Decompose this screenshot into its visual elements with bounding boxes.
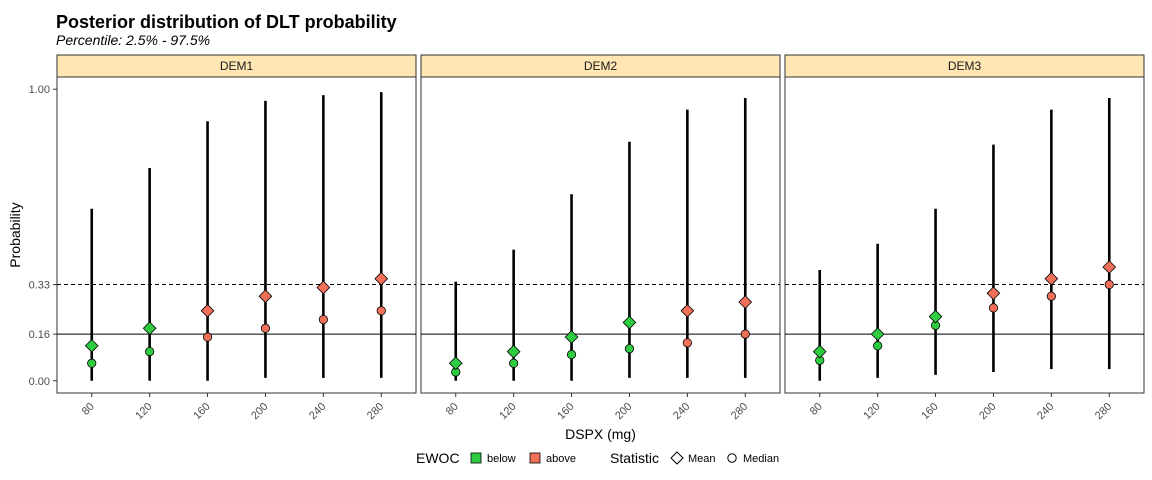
mean-point <box>986 286 1001 301</box>
legend-key-above <box>529 452 541 464</box>
mean-point <box>680 303 695 318</box>
mean-point <box>84 338 99 353</box>
legend-key-below <box>470 452 482 464</box>
mean-point <box>1102 260 1117 274</box>
mean-point <box>928 309 943 324</box>
chart-title: Posterior distribution of DLT probabilit… <box>56 12 397 32</box>
panel-dem1: DEM1 80 120 160 200 240 280 <box>56 54 417 422</box>
y-axis-label: Probability <box>7 202 23 267</box>
panel-dem3: DEM3 80 120 160 200 240 280 <box>784 54 1145 422</box>
legend-title-statistic: Statistic <box>610 450 659 466</box>
x-tick-label: 240 <box>307 401 328 422</box>
mean-point <box>374 271 389 286</box>
median-point <box>624 344 635 354</box>
legend-key-mean <box>670 451 684 465</box>
panel-border <box>420 76 781 394</box>
mean-point <box>564 330 579 344</box>
median-point <box>376 306 386 316</box>
x-axis-label: DSPX (mg) <box>565 426 636 442</box>
legend-label-median: Median <box>743 453 779 465</box>
panel-border <box>784 76 1145 394</box>
x-tick-label: 280 <box>729 401 750 422</box>
x-tick-label: 160 <box>191 401 212 422</box>
median-point <box>318 314 328 325</box>
mean-point <box>142 321 157 336</box>
y-tick-label: 0.16 <box>29 329 50 341</box>
mean-point <box>448 356 463 371</box>
median-point <box>988 303 999 313</box>
x-tick-label: 160 <box>919 401 940 422</box>
median-point <box>509 358 519 368</box>
x-tick-label: 240 <box>1035 401 1056 422</box>
mean-point <box>738 295 753 309</box>
x-tick-label: 240 <box>671 401 692 422</box>
legend-label-above: above <box>546 453 576 465</box>
facet-label: DEM3 <box>948 59 982 73</box>
median-point <box>873 341 883 351</box>
x-tick-label: 80 <box>444 401 461 418</box>
mean-point <box>812 344 827 359</box>
median-point <box>682 338 692 348</box>
x-tick-label: 200 <box>249 401 270 422</box>
median-point <box>202 332 213 342</box>
legend: EWOC below above Statistic Mean Median <box>416 450 779 466</box>
median-point <box>566 349 577 360</box>
median-point <box>145 347 155 357</box>
x-tick-label: 200 <box>613 401 634 422</box>
mean-point <box>200 303 215 318</box>
mean-point <box>870 327 885 341</box>
y-tick-label: 0.00 <box>29 376 50 388</box>
median-point <box>1046 291 1056 301</box>
mean-point <box>1044 271 1059 286</box>
median-point <box>260 323 271 333</box>
x-tick-label: 80 <box>808 401 825 418</box>
x-tick-label: 120 <box>497 401 518 422</box>
median-point <box>87 358 97 368</box>
x-tick-label: 160 <box>555 401 576 422</box>
legend-label-below: below <box>487 453 516 465</box>
x-tick-label: 280 <box>365 401 386 422</box>
panel-dem2: DEM2 80 120 160 200 240 280 <box>420 54 781 422</box>
facet-label: DEM1 <box>220 59 254 73</box>
median-point <box>740 329 750 339</box>
mean-point <box>258 289 273 304</box>
legend-title-ewoc: EWOC <box>416 450 460 466</box>
legend-key-median <box>727 453 737 463</box>
x-tick-label: 120 <box>861 401 882 422</box>
y-tick-label: 1.00 <box>29 84 50 96</box>
legend-label-mean: Mean <box>688 453 716 465</box>
mean-point <box>316 280 331 295</box>
x-tick-label: 280 <box>1093 401 1114 422</box>
panel-border <box>56 76 417 394</box>
x-tick-label: 120 <box>133 401 154 422</box>
chart-subtitle: Percentile: 2.5% - 97.5% <box>56 32 211 48</box>
x-tick-label: 200 <box>977 401 998 422</box>
median-point <box>1104 279 1114 290</box>
y-tick-label: 0.33 <box>29 280 50 292</box>
x-tick-label: 80 <box>80 401 97 418</box>
mean-point <box>622 315 637 330</box>
facet-label: DEM2 <box>584 59 618 73</box>
mean-point <box>506 344 521 359</box>
